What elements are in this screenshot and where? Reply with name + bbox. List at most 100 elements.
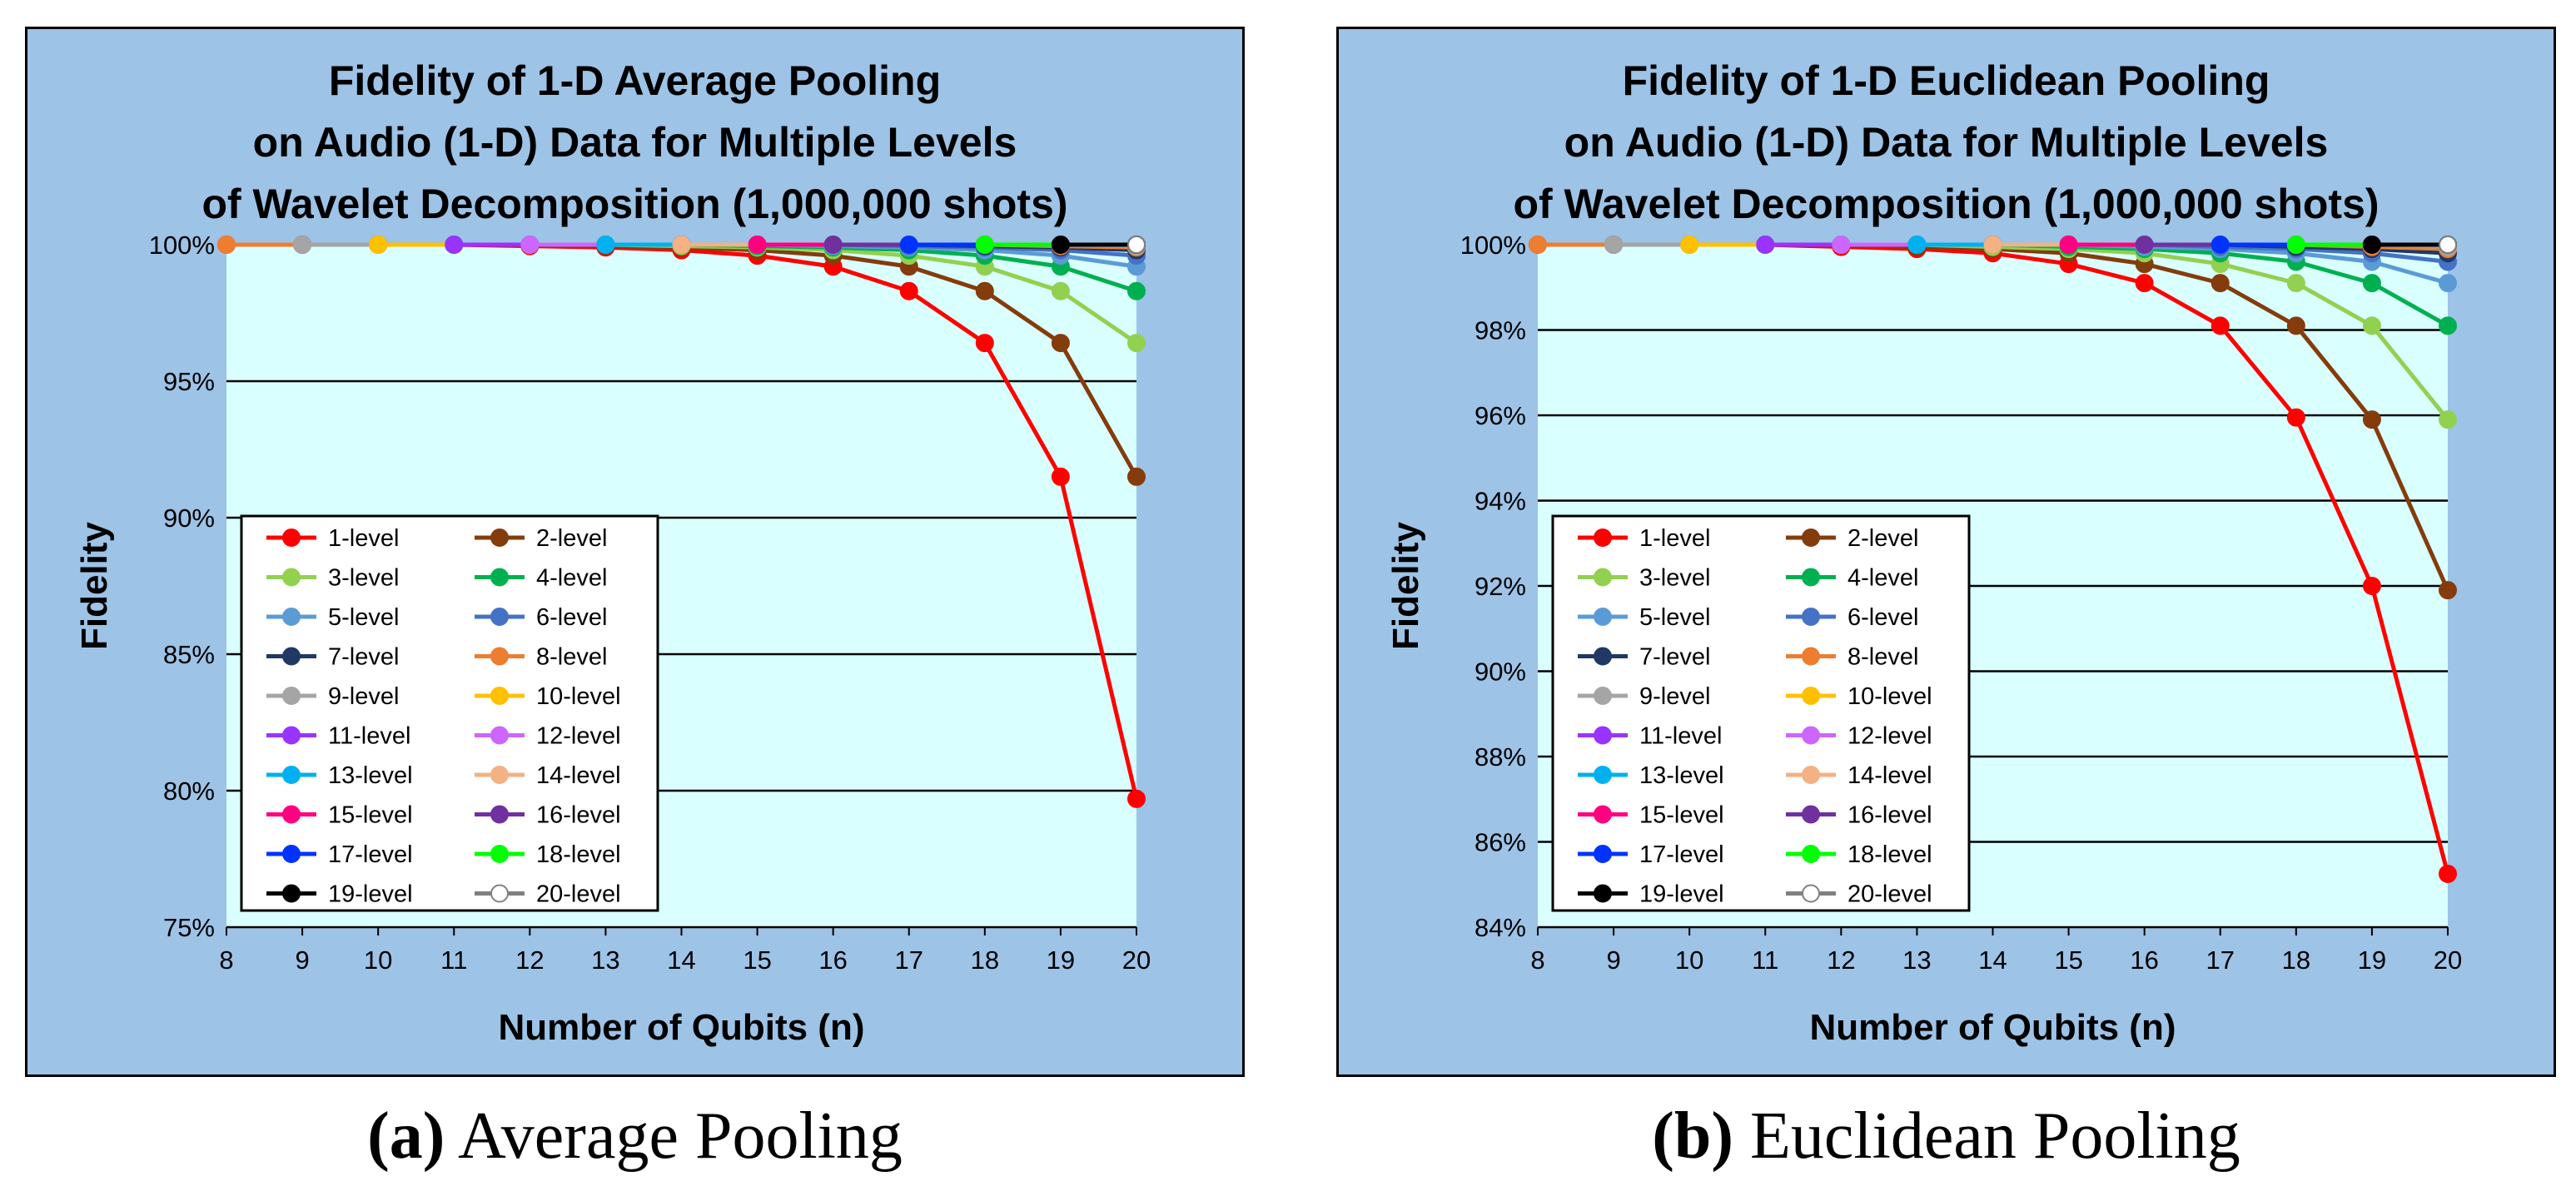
data-point-15-level — [748, 236, 767, 254]
legend-label-20-level: 20-level — [1847, 881, 1932, 908]
legend-marker-15-level — [282, 805, 301, 824]
x-tick-label: 14 — [667, 945, 695, 975]
legend-label-16-level: 16-level — [536, 802, 621, 829]
data-point-1-level — [899, 281, 918, 300]
data-point-1-level — [1051, 467, 1070, 486]
data-point-1-level — [2135, 274, 2154, 293]
y-tick-label: 86% — [1474, 828, 1526, 857]
data-point-4-level — [2439, 316, 2457, 335]
x-tick-label: 20 — [1122, 945, 1151, 975]
legend-marker-4-level — [1802, 568, 1820, 587]
data-point-16-level — [823, 236, 843, 254]
legend-label-15-level: 15-level — [1639, 802, 1724, 829]
y-tick-label: 88% — [1474, 742, 1526, 772]
legend-label-3-level: 3-level — [328, 565, 399, 592]
y-tick-label: 75% — [163, 913, 215, 942]
legend-label-1-level: 1-level — [328, 525, 399, 552]
y-tick-label: 100% — [149, 231, 215, 260]
chart-panel-euclidean-pooling: Fidelity of 1-D Euclidean Pooling on Audi… — [1336, 27, 2556, 1077]
x-tick-label: 20 — [2434, 945, 2462, 975]
legend-label-10-level: 10-level — [536, 683, 621, 710]
data-point-15-level — [2059, 236, 2078, 254]
data-point-1-level — [2362, 577, 2381, 595]
legend-label-17-level: 17-level — [1639, 841, 1724, 868]
data-point-1-level — [975, 334, 994, 353]
caption-label-b: (b) — [1652, 1099, 1733, 1173]
legend-label-13-level: 13-level — [1639, 762, 1724, 789]
x-axis-label: Number of Qubits (n) — [1810, 1007, 2176, 1048]
x-tick-label: 18 — [2282, 945, 2310, 975]
data-point-12-level — [520, 236, 540, 254]
chart-panel-average-pooling: Fidelity of 1-D Average Pooling on Audio … — [25, 27, 1245, 1077]
data-point-3-level — [2362, 316, 2381, 335]
legend-marker-9-level — [1594, 687, 1612, 705]
legend-marker-9-level — [282, 687, 301, 705]
legend-marker-16-level — [1802, 805, 1820, 824]
data-point-8-level — [217, 236, 236, 254]
data-point-10-level — [1680, 236, 1699, 254]
data-point-1-level — [2286, 408, 2305, 427]
legend-marker-2-level — [1802, 529, 1820, 547]
caption-average-pooling: (a) Average Pooling — [25, 1099, 1245, 1174]
y-tick-label: 94% — [1474, 487, 1526, 516]
data-point-9-level — [293, 236, 312, 254]
caption-text-a: Average Pooling — [457, 1099, 903, 1173]
legend-label-6-level: 6-level — [536, 604, 607, 631]
data-point-1-level — [1127, 789, 1146, 808]
legend-marker-8-level — [1802, 647, 1820, 666]
legend-label-2-level: 2-level — [1847, 525, 1918, 552]
x-axis-label: Number of Qubits (n) — [499, 1007, 865, 1048]
legend-label-17-level: 17-level — [328, 841, 413, 868]
data-point-2-level — [2210, 274, 2230, 293]
legend-marker-5-level — [282, 608, 301, 626]
legend-marker-7-level — [282, 647, 301, 666]
x-tick-label: 10 — [364, 945, 392, 975]
data-point-14-level — [672, 236, 691, 254]
data-point-2-level — [1127, 467, 1146, 486]
data-point-11-level — [445, 236, 464, 254]
x-tick-label: 19 — [2358, 945, 2386, 975]
legend-label-12-level: 12-level — [536, 723, 621, 750]
x-tick-label: 16 — [2130, 945, 2158, 975]
legend-marker-5-level — [1594, 608, 1612, 626]
data-point-11-level — [1756, 236, 1775, 254]
legend-label-3-level: 3-level — [1639, 565, 1710, 592]
legend-label-12-level: 12-level — [1847, 723, 1932, 750]
legend-marker-12-level — [1802, 726, 1820, 745]
x-tick-label: 9 — [1606, 945, 1620, 975]
x-tick-label: 15 — [743, 945, 771, 975]
legend-label-20-level: 20-level — [536, 881, 621, 908]
x-tick-label: 13 — [591, 945, 619, 975]
chart-title-line: on Audio (1-D) Data for Multiple Levels — [1564, 119, 2329, 166]
legend-marker-1-level — [1594, 529, 1612, 547]
legend-marker-20-level — [490, 884, 509, 903]
legend-label-1-level: 1-level — [1639, 525, 1710, 552]
y-tick-label: 98% — [1474, 316, 1526, 345]
y-tick-label: 95% — [163, 367, 215, 396]
data-point-5-level — [2439, 274, 2457, 293]
x-tick-label: 18 — [971, 945, 999, 975]
y-tick-label: 100% — [1460, 231, 1526, 260]
caption-text-b: Euclidean Pooling — [1749, 1099, 2240, 1173]
data-point-20-level — [1127, 236, 1146, 254]
legend-label-15-level: 15-level — [328, 802, 413, 829]
legend-marker-14-level — [1802, 766, 1820, 784]
data-point-18-level — [975, 236, 994, 254]
legend-marker-12-level — [490, 726, 509, 745]
legend-marker-15-level — [1594, 805, 1612, 824]
legend-label-14-level: 14-level — [536, 762, 621, 789]
x-tick-label: 11 — [440, 945, 467, 975]
legend-marker-3-level — [1594, 568, 1612, 587]
data-point-9-level — [1604, 236, 1624, 254]
legend-label-7-level: 7-level — [328, 644, 399, 671]
legend-marker-6-level — [1802, 608, 1820, 626]
legend-label-18-level: 18-level — [536, 841, 621, 868]
y-tick-label: 90% — [163, 504, 215, 533]
x-tick-label: 9 — [295, 945, 309, 975]
legend-box — [1551, 514, 1971, 912]
data-point-3-level — [2286, 274, 2305, 293]
legend-label-7-level: 7-level — [1639, 644, 1710, 671]
x-tick-label: 19 — [1047, 945, 1075, 975]
legend-label-5-level: 5-level — [1639, 604, 1710, 631]
legend-marker-11-level — [282, 726, 301, 745]
